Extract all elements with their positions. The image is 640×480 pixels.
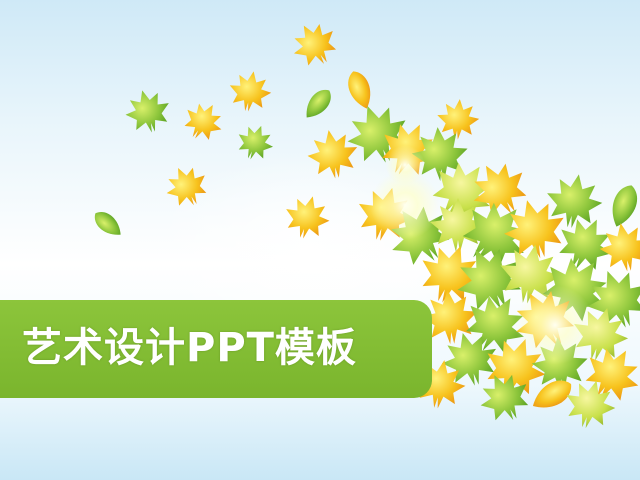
sun-flare-icon	[385, 145, 425, 185]
maple-leaf-icon	[435, 97, 481, 142]
maple-leaf-icon	[176, 95, 230, 148]
round-leaf-icon	[605, 181, 640, 231]
round-leaf-icon	[343, 67, 377, 113]
maple-leaf-icon	[284, 14, 345, 75]
sun-flare-icon	[515, 285, 595, 365]
maple-leaf-icon	[232, 119, 279, 166]
maple-leaf-icon	[303, 125, 362, 183]
maple-leaf-icon	[225, 67, 275, 115]
slide-title: 艺术设计PPT模板	[22, 325, 357, 371]
maple-leaf-icon	[120, 84, 176, 138]
title-banner	[0, 300, 432, 398]
maple-leaf-icon	[279, 190, 335, 244]
maple-leaf-icon	[159, 159, 215, 214]
round-leaf-icon	[89, 206, 127, 242]
round-leaf-icon	[299, 84, 337, 124]
round-leaf-icon	[527, 374, 577, 416]
